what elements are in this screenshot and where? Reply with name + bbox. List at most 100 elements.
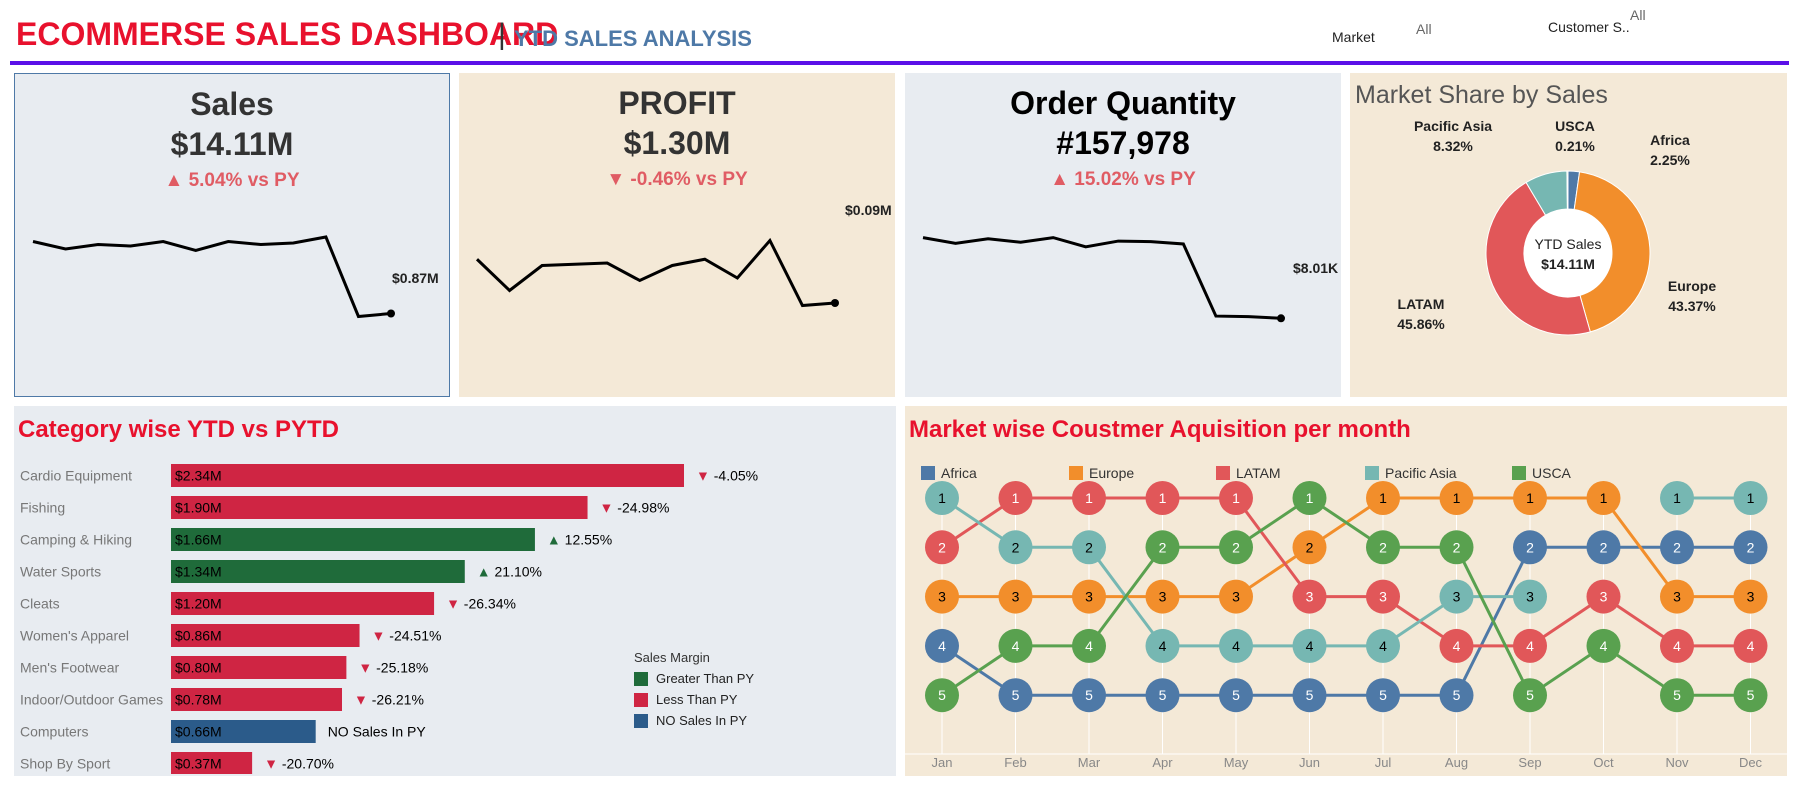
rank-point (1733, 579, 1768, 614)
sales-sparkline-end-point (387, 309, 395, 318)
rank-point (1513, 628, 1547, 663)
profit-sparkline-line (475, 237, 836, 308)
order-quantity-sparkline: $8.01K (922, 236, 1338, 323)
category-label: Indoor/Outdoor Games (20, 692, 163, 708)
market-filter-dropdown[interactable]: All (1416, 21, 1432, 37)
up-arrow-icon: ▲ (1050, 169, 1070, 190)
rank-point (1660, 678, 1694, 713)
bar-value-label: $0.78M (175, 692, 222, 708)
bar-change-label: ▼ -20.70% (264, 756, 334, 772)
rank-point (1219, 678, 1253, 713)
change-percent: -26.34% (460, 596, 516, 612)
month-tick-label: May (1224, 755, 1249, 770)
rank-label: 2 (1600, 539, 1608, 555)
month-tick-label: Dec (1739, 755, 1763, 770)
legend-item[interactable]: Greater Than PY (634, 671, 754, 686)
category-bar (171, 496, 588, 519)
rank-point (925, 628, 959, 663)
sales-sparkline: $0.87M (32, 235, 439, 319)
category-label: Camping & Hiking (20, 532, 132, 548)
donut-label-latam: LATAM (1398, 296, 1445, 312)
change-percent: -4.05% (710, 468, 758, 484)
rank-label: 2 (1673, 539, 1681, 555)
legend-swatch (634, 671, 648, 686)
kpi-delta: ▲ 5.04% vs PY (15, 170, 449, 192)
category-bar (171, 592, 435, 615)
series-line (941, 496, 1751, 648)
legend-item[interactable]: NO Sales In PY (634, 713, 754, 728)
rank-point (1145, 530, 1180, 565)
profit-sparkline-end-point (831, 299, 839, 307)
rank-point (1660, 579, 1694, 614)
rank-label: 2 (1159, 539, 1167, 555)
rank-label: 3 (1379, 589, 1387, 605)
month-tick-label: Feb (1004, 755, 1026, 770)
rank-point (1292, 481, 1327, 515)
rank-label: 1 (1747, 490, 1755, 506)
kpi-value: $1.30M (623, 125, 731, 161)
rank-label: 3 (1526, 589, 1534, 605)
category-ytd-panel: Category wise YTD vs PYTD Cardio Equipme… (14, 406, 896, 776)
bar-change-label: ▼ -4.05% (696, 468, 758, 484)
rank-point (1439, 628, 1474, 663)
category-chart-title: Category wise YTD vs PYTD (18, 416, 339, 443)
rank-point (1366, 628, 1400, 663)
order-quantity-kpi-card[interactable]: Order Quantity #157,978 ▲ 15.02% vs PY $… (905, 73, 1341, 397)
rank-label: 1 (938, 490, 946, 506)
rank-point (1292, 530, 1327, 565)
donut-label-africa: Africa (1650, 132, 1690, 148)
legend-item[interactable]: Less Than PY (634, 692, 754, 707)
market-share-title: Market Share by Sales (1355, 81, 1608, 109)
rank-point (1145, 678, 1180, 713)
down-arrow-icon: ▼ (696, 468, 710, 484)
month-tick-label: Jan (932, 755, 953, 770)
change-percent: -26.21% (368, 692, 424, 708)
month-tick-label: Sep (1518, 755, 1541, 770)
legend-label: Africa (941, 465, 977, 481)
rank-label: 3 (1159, 589, 1167, 605)
customer-segment-filter-label: Customer S.. (1548, 19, 1630, 35)
dashboard-subtitle: YTD SALES ANALYSIS (514, 26, 752, 51)
down-arrow-icon: ▼ (358, 660, 372, 676)
legend-label: USCA (1532, 465, 1572, 481)
donut-label-pacific-asia: Pacific Asia (1414, 118, 1492, 134)
rank-point (998, 481, 1033, 515)
rank-point (1072, 579, 1106, 614)
rank-point (925, 530, 959, 565)
rank-label: 5 (1526, 687, 1534, 703)
rank-label: 3 (1673, 589, 1681, 605)
change-percent: 21.10% (491, 564, 542, 580)
rank-label: 1 (1600, 490, 1608, 506)
month-tick-label: Jun (1299, 755, 1320, 770)
bar-change-label: ▲ 21.10% (477, 564, 542, 580)
kpi-delta-text: 15.02% vs PY (1074, 169, 1196, 190)
bar-value-label: $1.66M (175, 532, 222, 548)
kpi-delta: ▲ 15.02% vs PY (905, 169, 1341, 191)
rank-label: 3 (1747, 589, 1755, 605)
order-quantity-sparkline-line (922, 236, 1282, 320)
rank-label: 2 (1085, 539, 1093, 555)
sales-kpi-card[interactable]: Sales $14.11M ▲ 5.04% vs PY $0.87M (14, 73, 450, 397)
category-bar (171, 752, 253, 774)
series-line (941, 545, 1751, 697)
order-quantity-sparkline-end-point (1277, 314, 1285, 323)
rank-label: 1 (1453, 490, 1461, 506)
down-arrow-icon: ▼ (446, 596, 460, 612)
bar-value-label: $2.34M (175, 468, 222, 484)
market-share-donut: YTD Sales $14.11M Europe 43.37% LATAM 45.86% P… (1397, 118, 1716, 336)
category-bar-chart: Cardio Equipment $2.34M ▼ -4.05% Fishing $1.… (20, 464, 758, 774)
order-quantity-sparkline-end-label: $8.01K (1293, 260, 1338, 276)
bar-change-label: ▼ -26.34% (446, 596, 516, 612)
customer-segment-filter-dropdown[interactable]: All (1630, 7, 1646, 23)
legend-swatch (634, 692, 648, 707)
rank-label: 1 (1379, 490, 1387, 506)
category-bar (171, 720, 316, 743)
rank-point (1586, 481, 1621, 515)
category-label: Water Sports (20, 564, 101, 580)
rank-label: 4 (1306, 638, 1314, 654)
donut-hole (1524, 209, 1612, 297)
profit-kpi-card[interactable]: PROFIT $1.30M ▼ -0.46% vs PY $0.09M (459, 73, 895, 397)
rank-label: 2 (1012, 539, 1020, 555)
rank-label: 1 (1159, 490, 1167, 506)
legend-swatch (1512, 466, 1526, 480)
